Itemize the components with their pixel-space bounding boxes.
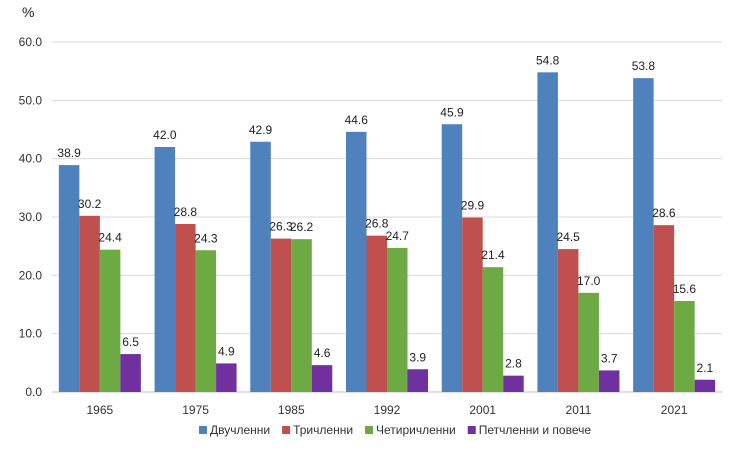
data-label: 24.7 xyxy=(386,229,410,243)
bar-Двучленни-1985 xyxy=(250,141,271,392)
x-tick-label: 2001 xyxy=(469,403,496,417)
bar-Двучленни-1965 xyxy=(58,165,80,392)
data-labels: 38.930.224.46.542.028.824.34.942.926.326… xyxy=(57,53,713,374)
data-label: 30.2 xyxy=(78,197,102,211)
y-tick-label: 40.0 xyxy=(19,152,43,166)
data-label: 26.3 xyxy=(269,220,293,234)
bar-Петчленни и повече-2001 xyxy=(503,375,524,392)
y-tick-label: 0.0 xyxy=(25,385,42,399)
legend-item: Четиричленни xyxy=(365,423,456,437)
data-label: 2.1 xyxy=(697,361,714,375)
y-tick-label: 10.0 xyxy=(19,327,43,341)
legend-swatch xyxy=(198,426,207,434)
legend-label: Четиричленни xyxy=(376,423,456,437)
x-tick-label: 2021 xyxy=(661,403,688,417)
legend-swatch xyxy=(282,426,291,434)
data-label: 2.8 xyxy=(505,357,522,371)
legend-label: Двучленни xyxy=(210,423,270,437)
x-tick-label: 1992 xyxy=(374,403,401,417)
y-tick-label: 50.0 xyxy=(19,93,43,107)
bar-Четиричленни-1965 xyxy=(99,249,121,392)
x-tick-label: 1975 xyxy=(182,403,209,417)
data-label: 3.9 xyxy=(409,350,426,364)
data-label: 24.5 xyxy=(556,230,580,244)
bar-Тричленни-2011 xyxy=(557,249,579,392)
data-label: 53.8 xyxy=(632,59,656,73)
axes: % 0.0 10.0 20.0 30.0 40.0 50.0 60.0 1965 1975 198… xyxy=(19,4,688,417)
y-axis-label: % xyxy=(22,4,34,20)
data-label: 44.6 xyxy=(345,113,369,127)
bar-Четиричленни-2001 xyxy=(482,267,504,392)
data-label: 4.9 xyxy=(218,344,235,358)
bar-Тричленни-1965 xyxy=(79,215,100,392)
bar-Двучленни-2011 xyxy=(537,72,558,392)
bar-Двучленни-1975 xyxy=(154,147,176,392)
y-tick-label: 60.0 xyxy=(19,35,43,49)
y-tick-label: 30.0 xyxy=(19,210,43,224)
data-label: 21.4 xyxy=(481,248,505,262)
bar-Петчленни и повече-1985 xyxy=(311,365,333,392)
y-tick-label: 20.0 xyxy=(19,268,43,282)
bar-Тричленни-1992 xyxy=(366,235,387,392)
data-label: 54.8 xyxy=(536,53,560,67)
legend-item: Двучленни xyxy=(198,423,270,437)
legend-label: Тричленни xyxy=(293,423,353,437)
bar-Тричленни-1985 xyxy=(270,238,292,392)
bar-Двучленни-2001 xyxy=(441,124,463,392)
data-label: 42.9 xyxy=(249,123,273,137)
data-label: 24.4 xyxy=(98,231,122,245)
bar-Четиричленни-1992 xyxy=(387,247,408,392)
legend-swatch xyxy=(365,426,374,434)
data-label: 17.0 xyxy=(577,274,601,288)
data-label: 26.2 xyxy=(290,220,314,234)
data-label: 28.6 xyxy=(652,206,676,220)
bar-Петчленни и повече-1965 xyxy=(120,354,141,392)
bar-Четиричленни-1975 xyxy=(195,250,217,392)
data-label: 45.9 xyxy=(440,105,464,119)
x-tick-label: 2011 xyxy=(566,403,592,417)
legend-item: Тричленни xyxy=(282,423,353,437)
data-label: 42.0 xyxy=(153,128,177,142)
bar-Петчленни и повече-1992 xyxy=(407,369,428,392)
bar-Двучленни-2021 xyxy=(633,78,654,393)
data-label: 4.6 xyxy=(314,346,331,360)
bar-Двучленни-1992 xyxy=(346,131,367,393)
data-label: 28.8 xyxy=(174,205,198,219)
x-tick-label: 1965 xyxy=(87,403,114,417)
bar-Тричленни-2001 xyxy=(462,217,483,392)
data-label: 29.9 xyxy=(461,199,485,213)
bar-Тричленни-2021 xyxy=(653,225,675,392)
bar-Четиричленни-2021 xyxy=(674,301,695,392)
legend-swatch xyxy=(467,426,476,434)
data-label: 24.3 xyxy=(194,231,218,245)
data-label: 26.8 xyxy=(365,217,389,231)
data-label: 15.6 xyxy=(673,282,697,296)
data-label: 38.9 xyxy=(57,146,81,160)
bar-Четиричленни-1985 xyxy=(291,239,312,392)
bar-Петчленни и повече-2011 xyxy=(598,370,620,392)
legend-label: Петчленни и повече xyxy=(479,423,592,437)
legend-item: Петчленни и повече xyxy=(467,423,592,437)
legend: Двучленни Тричленни Четиричленни Петчленни … xyxy=(198,423,592,437)
bar-Четиричленни-2011 xyxy=(578,292,599,392)
bar-Петчленни и повече-1975 xyxy=(216,363,237,392)
bars xyxy=(58,72,716,393)
x-tick-label: 1985 xyxy=(278,403,305,417)
bar-Петчленни и повече-2021 xyxy=(694,379,716,392)
data-label: 3.7 xyxy=(601,351,618,365)
bar-Тричленни-1975 xyxy=(175,224,196,392)
data-label: 6.5 xyxy=(122,335,139,349)
